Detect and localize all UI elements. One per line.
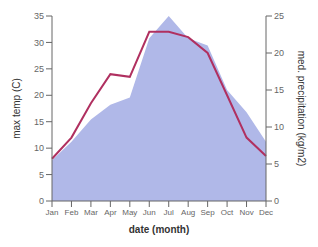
svg-text:10: 10 — [34, 143, 44, 153]
svg-text:Nov: Nov — [239, 208, 253, 217]
svg-text:15: 15 — [34, 117, 44, 127]
svg-text:30: 30 — [34, 38, 44, 48]
svg-text:May: May — [122, 208, 137, 217]
svg-text:5: 5 — [274, 159, 279, 169]
svg-text:Sep: Sep — [201, 208, 216, 217]
svg-text:Apr: Apr — [104, 208, 117, 217]
svg-text:Dec: Dec — [259, 208, 273, 217]
svg-text:Aug: Aug — [181, 208, 195, 217]
svg-text:Mar: Mar — [84, 208, 98, 217]
svg-text:20: 20 — [274, 48, 284, 58]
svg-text:Jul: Jul — [164, 208, 174, 217]
svg-text:Oct: Oct — [221, 208, 234, 217]
svg-text:max temp (C): max temp (C) — [11, 78, 22, 139]
svg-text:0: 0 — [39, 196, 44, 206]
svg-text:10: 10 — [274, 122, 284, 132]
svg-text:35: 35 — [34, 11, 44, 21]
svg-text:20: 20 — [34, 90, 44, 100]
svg-text:15: 15 — [274, 85, 284, 95]
svg-text:Feb: Feb — [65, 208, 79, 217]
svg-text:0: 0 — [274, 196, 279, 206]
svg-text:med. precipitation (kg/m2): med. precipitation (kg/m2) — [296, 51, 307, 167]
svg-text:Jun: Jun — [143, 208, 156, 217]
svg-text:Jan: Jan — [46, 208, 59, 217]
svg-text:25: 25 — [34, 64, 44, 74]
svg-text:date (month): date (month) — [129, 224, 190, 235]
svg-text:25: 25 — [274, 11, 284, 21]
svg-text:5: 5 — [39, 170, 44, 180]
